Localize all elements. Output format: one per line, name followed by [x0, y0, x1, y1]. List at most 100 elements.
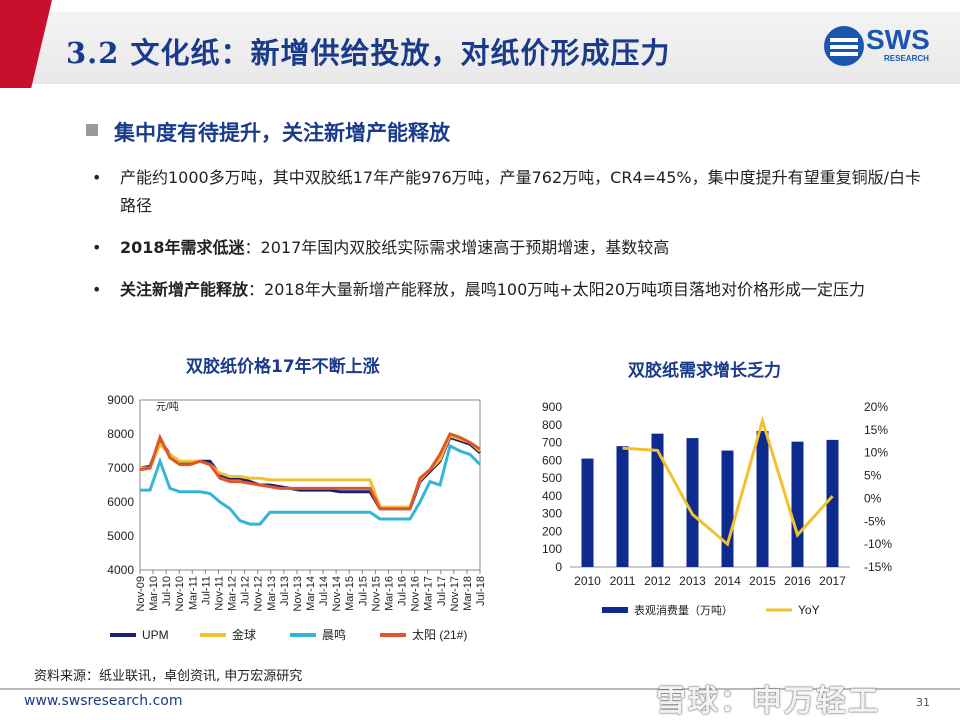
y-tick-label: 7000 [107, 461, 134, 475]
bar [826, 439, 839, 567]
series-line-chenming [140, 443, 482, 526]
y-tick-label: 9000 [107, 393, 134, 407]
bullet-bold-text: 2018年需求低迷 [120, 238, 245, 257]
bullet-dot-icon: • [92, 238, 102, 257]
bar [651, 433, 664, 567]
x-tick-label: Mar-17 [423, 576, 435, 611]
x-tick-label: Nov-10 [174, 576, 186, 611]
footer-url: www.swsresearch.com [24, 693, 183, 709]
x-tick-label: Mar-13 [266, 576, 278, 611]
y-tick-label: 8000 [107, 427, 134, 441]
bullet-bold-text: 关注新增产能释放 [120, 280, 249, 299]
legend-label: 金球 [232, 627, 256, 642]
y-tick-label: 900 [542, 400, 562, 414]
y2-tick-label: 0% [864, 491, 882, 505]
x-tick-label: Nov-13 [292, 576, 304, 611]
x-tick-label: Nov-17 [449, 576, 461, 611]
x-tick-label: 2013 [679, 574, 706, 588]
x-tick-label: Mar-11 [187, 576, 199, 610]
bar [721, 450, 734, 567]
bullet-dot-icon: • [92, 280, 102, 299]
y-tick-label: 600 [542, 453, 562, 467]
section-heading: 集中度有待提升，关注新增产能释放 [114, 121, 450, 145]
series-line-upm [139, 435, 481, 511]
legend-label: 晨鸣 [322, 627, 346, 642]
x-tick-label: 2010 [574, 574, 601, 588]
y2-tick-label: 20% [864, 400, 888, 414]
bullet-list: • 产能约1000多万吨，其中双胶纸17年产能976万吨，产量762万吨，CR4… [92, 164, 932, 318]
section-square-icon [86, 124, 98, 136]
page-number: 31 [916, 696, 930, 709]
x-tick-label: Nov-11 [213, 576, 225, 611]
x-tick-label: Nov-12 [253, 576, 265, 611]
x-tick-label: Nov-09 [135, 576, 147, 611]
x-tick-label: Nov-14 [331, 576, 343, 611]
y-tick-label: 300 [542, 507, 562, 521]
x-tick-label: 2017 [819, 574, 846, 588]
x-tick-label: 2016 [784, 574, 811, 588]
yoy-line [622, 415, 834, 547]
x-tick-label: Nov-15 [370, 576, 382, 611]
sws-logo-icon [824, 26, 864, 66]
bar [791, 441, 804, 567]
x-tick-label: Jul-12 [240, 576, 252, 606]
y-tick-label: 200 [542, 524, 562, 538]
demand-bar-chart: 0 100 200 300 400 500 600 700 800 900 20% 15% 10% 5% 0… [542, 400, 892, 617]
unit-label: 元/吨 [156, 400, 179, 413]
y-tick-label: 500 [542, 471, 562, 485]
logo-text: SWS [866, 24, 930, 55]
bullet-text: ：2018年大量新增产能释放，晨鸣100万吨+太阳20万吨项目落地对价格形成一定… [248, 280, 866, 299]
x-tick-label: Mar-12 [227, 576, 239, 611]
legend-label: YoY [798, 603, 820, 617]
logo-subtext: RESEARCH [884, 54, 929, 63]
legend-label: UPM [142, 628, 169, 642]
legend-label: 表观消费量（万吨） [634, 603, 733, 617]
x-tick-label: Jul-11 [200, 576, 212, 605]
watermark: 雪球：申万轻工 [656, 684, 880, 719]
y2-tick-label: -15% [864, 560, 892, 574]
bullet-item: • 2018年需求低迷：2017年国内双胶纸实际需求增速高于预期增速，基数较高 [92, 234, 932, 262]
bar [616, 446, 629, 567]
bar [581, 458, 594, 567]
footer-divider [0, 688, 960, 690]
y2-tick-label: 5% [864, 469, 882, 483]
y2-tick-label: 10% [864, 446, 888, 460]
bullet-item: • 产能约1000多万吨，其中双胶纸17年产能976万吨，产量762万吨，CR4… [92, 164, 932, 220]
x-tick-label: Mar-10 [148, 576, 160, 611]
bullet-text: 产能约1000多万吨，其中双胶纸17年产能976万吨，产量762万吨，CR4=4… [120, 168, 921, 215]
x-tick-label: Mar-16 [383, 576, 395, 611]
y-tick-label: 4000 [107, 563, 134, 577]
sws-logo: SWS RESEARCH [822, 24, 942, 76]
y2-tick-label: -10% [864, 537, 892, 551]
x-tick-label: Jul-15 [357, 576, 369, 606]
x-tick-label: Jul-13 [279, 576, 291, 606]
x-tick-label: 2014 [714, 574, 741, 588]
x-tick-label: Jul-10 [161, 576, 173, 606]
series-line-taiyang [139, 432, 481, 511]
bar [686, 438, 699, 567]
source-note: 资料来源：纸业联讯，卓创资讯, 申万宏源研究 [34, 669, 303, 684]
bullet-text: ：2017年国内双胶纸实际需求增速高于预期增速，基数较高 [244, 238, 670, 257]
x-tick-label: Jul-18 [475, 576, 487, 606]
bullet-dot-icon: • [92, 168, 102, 187]
price-chart-title: 双胶纸价格17年不断上涨 [186, 357, 380, 377]
header-band [0, 12, 960, 84]
page-title: 3.2 文化纸：新增供给投放，对纸价形成压力 [66, 36, 671, 70]
bar [756, 431, 769, 567]
x-tick-label: Mar-14 [305, 576, 317, 611]
y-tick-label: 700 [542, 436, 562, 450]
x-tick-label: Jul-14 [318, 576, 330, 606]
x-tick-label: 2015 [749, 574, 776, 588]
y-tick-label: 100 [542, 542, 562, 556]
y-tick-label: 800 [542, 418, 562, 432]
y2-tick-label: 15% [864, 423, 888, 437]
x-tick-label: 2012 [644, 574, 671, 588]
bullet-item: • 关注新增产能释放：2018年大量新增产能释放，晨鸣100万吨+太阳20万吨项… [92, 276, 932, 304]
x-tick-label: Mar-15 [344, 576, 356, 611]
y-tick-label: 0 [555, 560, 562, 574]
x-tick-label: 2011 [610, 574, 636, 588]
x-tick-label: Nov-16 [410, 576, 422, 611]
y2-tick-label: -5% [864, 514, 886, 528]
